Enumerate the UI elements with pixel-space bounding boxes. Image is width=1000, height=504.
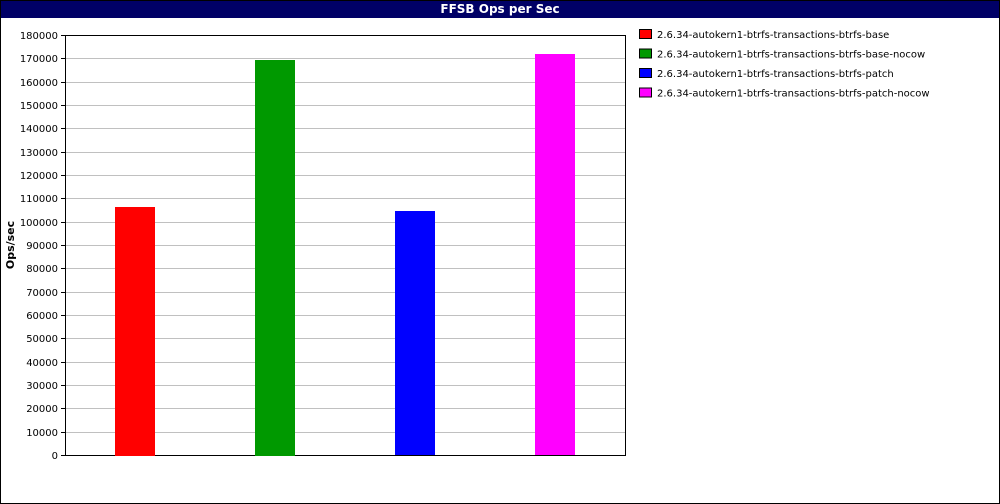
y-tick-label-6: 60000 xyxy=(26,311,58,322)
legend: 2.6.34-autokern1-btrfs-transactions-btrf… xyxy=(639,29,930,100)
y-tick-label-10: 100000 xyxy=(20,218,58,229)
legend-label-4: 2.6.34-autokern1-btrfs-transactions-btrf… xyxy=(657,89,930,100)
y-tick-label-5: 50000 xyxy=(26,334,58,345)
bar-1 xyxy=(115,207,155,456)
y-tick-label-4: 40000 xyxy=(26,358,58,369)
chart-title: FFSB Ops per Sec xyxy=(1,1,999,18)
legend-swatch-1 xyxy=(639,29,652,39)
y-tick-label-2: 20000 xyxy=(26,404,58,415)
y-tick-label-17: 170000 xyxy=(20,54,58,65)
y-tick-label-8: 80000 xyxy=(26,264,58,275)
y-tick-label-11: 110000 xyxy=(20,194,58,205)
y-tick-label-9: 90000 xyxy=(26,241,58,252)
y-axis-label: Ops/sec xyxy=(4,221,17,269)
gridlines xyxy=(65,58,625,433)
y-tick-label-7: 70000 xyxy=(26,288,58,299)
y-tick-label-13: 130000 xyxy=(20,148,58,159)
legend-swatch-4 xyxy=(639,87,652,98)
y-tick-label-18: 180000 xyxy=(20,31,58,42)
y-tick-label-14: 140000 xyxy=(20,124,58,135)
legend-swatch-2 xyxy=(639,48,652,59)
bar-3 xyxy=(395,211,435,455)
legend-label-3: 2.6.34-autokern1-btrfs-transactions-btrf… xyxy=(657,69,894,80)
y-tick-label-12: 120000 xyxy=(20,171,58,182)
y-tick-label-0: 0 xyxy=(52,451,58,462)
bar-2 xyxy=(255,60,295,456)
y-tick-label-1: 10000 xyxy=(26,428,58,439)
plot-area xyxy=(65,35,626,456)
bar-4 xyxy=(535,54,575,455)
bars xyxy=(115,54,575,456)
legend-label-1: 2.6.34-autokern1-btrfs-transactions-btrf… xyxy=(657,30,889,41)
legend-swatch-3 xyxy=(639,68,652,78)
y-tick-label-15: 150000 xyxy=(20,101,58,112)
y-tick-label-3: 30000 xyxy=(26,381,58,392)
y-tick-labels: 0 10000 20000 30000 40000 50000 60000 70000 8000… xyxy=(20,31,65,462)
legend-label-2: 2.6.34-autokern1-btrfs-transactions-btrf… xyxy=(657,50,925,61)
y-tick-label-16: 160000 xyxy=(20,78,58,89)
